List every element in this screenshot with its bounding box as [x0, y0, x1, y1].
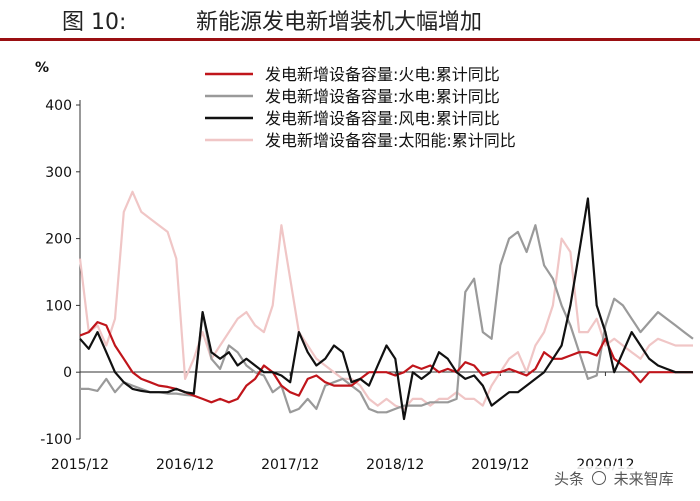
legend-label-0: 发电新增设备容量:火电:累计同比	[265, 65, 500, 84]
y-unit-label: %	[35, 60, 49, 76]
y-tick-label: 400	[45, 98, 72, 114]
x-tick-label: 2017/12	[261, 457, 319, 473]
y-tick-label: 0	[63, 365, 72, 381]
series-line-3	[78, 190, 693, 410]
series-line-2	[79, 197, 693, 421]
figure-title: 新能源发电新增装机大幅增加	[196, 10, 483, 35]
legend-label-2: 发电新增设备容量:风电:累计同比	[265, 109, 500, 128]
figure-number: 图 10:	[62, 10, 127, 35]
figure-header: 图 10: 新能源发电新增装机大幅增加	[0, 0, 700, 41]
header-rule	[0, 38, 700, 41]
watermark-name: 未来智库	[613, 470, 674, 488]
watermark: 头条 未来智库	[548, 466, 680, 491]
x-tick-label: 2019/12	[471, 457, 529, 473]
x-tick-label: 2018/12	[366, 457, 424, 473]
y-tick-label: 300	[45, 165, 72, 181]
x-tick-label: 2015/12	[51, 457, 109, 473]
watermark-logo-icon	[591, 471, 606, 485]
legend-label-1: 发电新增设备容量:水电:累计同比	[265, 87, 500, 106]
y-tick-label: 200	[45, 232, 72, 248]
legend-label-3: 发电新增设备容量:太阳能:累计同比	[265, 131, 516, 150]
watermark-prefix: 头条	[554, 470, 585, 488]
x-tick-label: 2016/12	[156, 457, 214, 473]
y-tick-label: -100	[40, 432, 72, 448]
series-line-1	[80, 224, 694, 414]
line-chart: % -100 0 100 200 300 400 2015/12 2016/12 2017/12 2…	[35, 60, 694, 473]
y-tick-label: 100	[45, 298, 72, 314]
